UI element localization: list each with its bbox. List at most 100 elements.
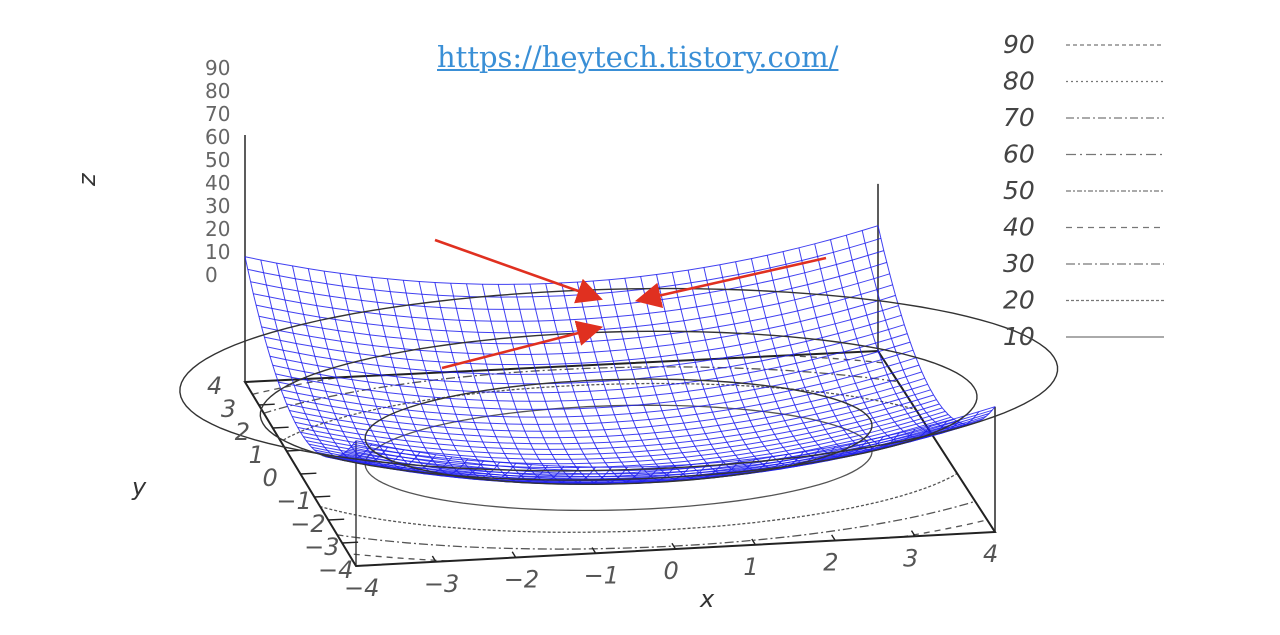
y-tick-label: 2 bbox=[235, 418, 250, 446]
legend-label-30: 30 bbox=[1003, 249, 1035, 278]
surface-line-y bbox=[286, 371, 923, 432]
y-tick-mark bbox=[258, 403, 275, 406]
y-tick-mark bbox=[300, 472, 317, 475]
x-tick-label: −2 bbox=[504, 566, 539, 594]
surface-line-y bbox=[267, 314, 902, 375]
legend-label-80: 80 bbox=[1003, 67, 1035, 96]
y-tick-mark bbox=[272, 426, 289, 429]
base-contours bbox=[245, 351, 995, 566]
x-tick-mark bbox=[591, 547, 597, 554]
surface-line-y bbox=[255, 273, 890, 334]
y-tick-mark bbox=[244, 380, 261, 383]
x-tick-label: −4 bbox=[344, 574, 379, 602]
red-arrow-1 bbox=[434, 238, 603, 304]
surface-line-x bbox=[703, 267, 820, 468]
source-url-link[interactable]: https://heytech.tistory.com/ bbox=[437, 40, 839, 74]
z-tick-label: 10 bbox=[205, 240, 230, 264]
legend-label-20: 20 bbox=[1003, 286, 1035, 315]
x-tick-label: −1 bbox=[584, 561, 619, 589]
surface-line-x bbox=[576, 281, 692, 483]
z-axis-label: z bbox=[73, 172, 101, 187]
surface-line-y bbox=[278, 349, 914, 410]
y-tick-label: −3 bbox=[304, 533, 339, 561]
base-contour-30 bbox=[245, 366, 995, 550]
surface-line-y bbox=[269, 324, 905, 385]
z-tick-label: 0 bbox=[205, 263, 218, 287]
x-tick-label: 0 bbox=[664, 557, 679, 585]
x-axis-label: x bbox=[699, 585, 715, 613]
surface-line-y bbox=[292, 383, 928, 445]
x-tick-mark bbox=[431, 555, 437, 563]
annotation-arrows bbox=[434, 238, 827, 370]
surface-line-y bbox=[261, 294, 896, 355]
x-tick-label: 4 bbox=[983, 540, 998, 568]
y-tick-mark bbox=[314, 495, 331, 498]
x-tick-label: 1 bbox=[743, 553, 758, 581]
surface-line-y bbox=[297, 394, 934, 455]
base-contour-70 bbox=[245, 351, 995, 566]
surface-line-y bbox=[253, 261, 887, 322]
surface-line-x bbox=[830, 239, 948, 439]
y-tick-label: 0 bbox=[263, 464, 278, 492]
red-arrow-3 bbox=[441, 320, 604, 370]
x-tick-mark bbox=[910, 530, 916, 537]
surface-mesh bbox=[179, 225, 1059, 485]
surface-line-y bbox=[244, 225, 879, 285]
surface-line-x bbox=[687, 269, 804, 470]
legend-label-60: 60 bbox=[1003, 140, 1035, 169]
legend-label-40: 40 bbox=[1003, 213, 1035, 242]
surface-contour-10 bbox=[364, 378, 873, 485]
y-tick-label: −4 bbox=[318, 556, 353, 584]
x-tick-mark bbox=[671, 542, 677, 550]
red-arrow-2 bbox=[634, 256, 827, 309]
surface-contour-20 bbox=[259, 330, 978, 481]
y-tick-label: −1 bbox=[276, 487, 311, 515]
surface-line-y bbox=[264, 305, 899, 366]
y-tick-mark bbox=[355, 564, 373, 567]
contour-legend: 90 80 70 60 50 40 30 20 10 bbox=[1003, 30, 1164, 351]
z-tick-label: 50 bbox=[205, 148, 230, 172]
legend-label-70: 70 bbox=[1003, 103, 1035, 132]
surface-line-y bbox=[300, 399, 937, 460]
y-tick-label: −2 bbox=[290, 510, 325, 538]
x-tick-label: −3 bbox=[424, 570, 459, 598]
x-tick-mark bbox=[511, 551, 517, 558]
x-tick-mark bbox=[751, 538, 756, 546]
x-tick-label: 2 bbox=[823, 549, 838, 577]
y-tick-label: 3 bbox=[221, 395, 236, 423]
z-tick-label: 90 bbox=[205, 56, 230, 80]
z-tick-label: 20 bbox=[205, 217, 230, 241]
z-tick-label: 80 bbox=[205, 79, 230, 103]
surface-line-x bbox=[592, 280, 708, 482]
base-contour-40 bbox=[245, 352, 995, 564]
y-tick-mark bbox=[328, 518, 345, 521]
surface-contour-30 bbox=[179, 287, 1059, 472]
base-contour-10 bbox=[364, 404, 873, 512]
x-tick-labels: −4 −3 −2 −1 0 1 2 3 4 bbox=[344, 540, 998, 602]
y-tick-label: 4 bbox=[207, 372, 222, 400]
surface-line-y bbox=[247, 237, 882, 298]
z-tick-label: 70 bbox=[205, 102, 230, 126]
surface-line-y bbox=[275, 341, 911, 402]
surface-line-y bbox=[272, 333, 908, 394]
z-tick-label: 30 bbox=[205, 194, 230, 218]
base-contour-80 bbox=[245, 351, 995, 566]
z-tick-label: 60 bbox=[205, 125, 230, 149]
legend-label-10: 10 bbox=[1003, 322, 1035, 351]
legend-label-50: 50 bbox=[1003, 176, 1035, 205]
x-tick-mark bbox=[831, 534, 836, 541]
x-tick-label: 3 bbox=[903, 544, 918, 572]
surface-line-y bbox=[250, 250, 884, 310]
surface-line-y bbox=[294, 389, 931, 450]
z-tick-label: 40 bbox=[205, 171, 230, 195]
y-axis-label: y bbox=[131, 473, 147, 501]
legend-label-90: 90 bbox=[1003, 30, 1035, 59]
x-tick-mark bbox=[990, 525, 996, 533]
y-tick-mark bbox=[342, 541, 359, 544]
base-contour-20 bbox=[259, 382, 978, 533]
surface-line-y bbox=[289, 377, 925, 439]
y-tick-label: 1 bbox=[249, 441, 264, 469]
